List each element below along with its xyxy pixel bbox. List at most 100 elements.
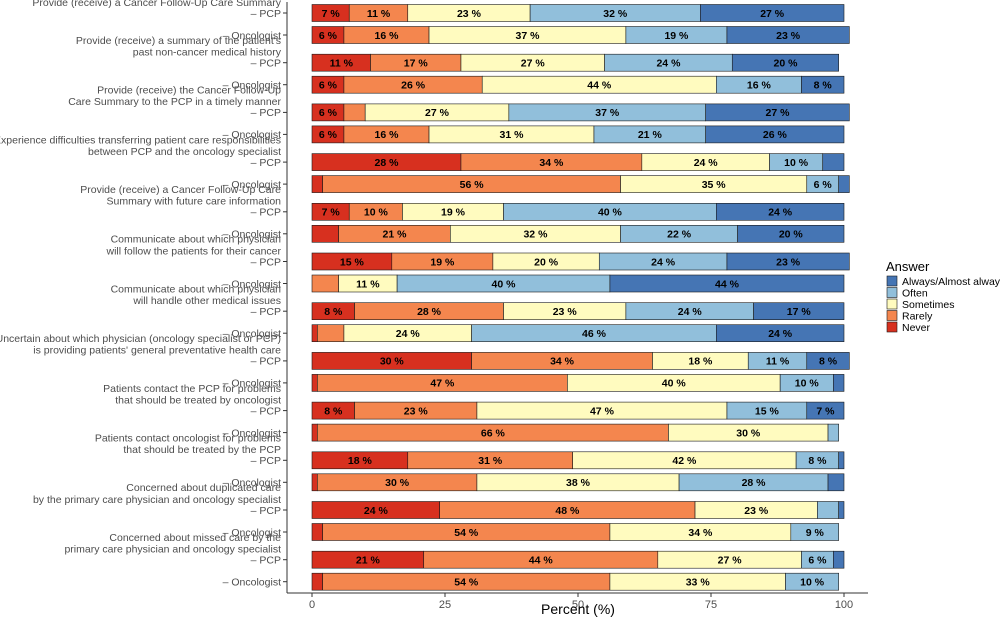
- segment-value-label: 42 %: [672, 455, 697, 467]
- segment-value-label: 40 %: [598, 207, 623, 219]
- segment-value-label: 24 %: [768, 328, 793, 340]
- question-label: by the primary care physician and oncolo…: [33, 494, 281, 506]
- bar-segment-rarely: [311, 274, 339, 293]
- segment-value-label: 27 %: [766, 107, 791, 119]
- segment-value-label: 10 %: [800, 577, 825, 589]
- segment-value-label: 24 %: [656, 58, 681, 70]
- segment-value-label: 32 %: [603, 8, 628, 20]
- bar-segment-rarely: [343, 103, 366, 122]
- x-tick-label: 100: [835, 599, 853, 611]
- segment-value-label: 16 %: [375, 129, 400, 141]
- segment-value-label: 31 %: [500, 129, 525, 141]
- bar-segment-never: [311, 572, 323, 591]
- bar-segment-often: [817, 501, 839, 519]
- segment-value-label: 46 %: [582, 328, 607, 340]
- bar-segment-always-almost-always: [705, 125, 845, 144]
- segment-value-label: 47 %: [590, 405, 615, 417]
- legend-entry-label: Rarely: [902, 311, 933, 323]
- segment-value-label: 19 %: [441, 207, 466, 219]
- segment-value-label: 6 %: [808, 555, 827, 567]
- segment-value-label: 23 %: [776, 256, 801, 268]
- segment-value-label: 22 %: [667, 229, 692, 241]
- question-label: will handle other medical issues: [132, 295, 281, 307]
- question-label: between PCP and the oncology specialist: [88, 146, 281, 158]
- bar-segment-often: [827, 423, 839, 442]
- segment-value-label: 28 %: [375, 157, 400, 169]
- segment-value-label: 34 %: [550, 356, 575, 368]
- segment-value-label: 23 %: [553, 306, 578, 318]
- segment-value-label: 33 %: [686, 577, 711, 589]
- respondent-label-oncologist: – Oncologist: [223, 129, 281, 141]
- segment-value-label: 9 %: [806, 527, 825, 539]
- segment-value-label: 16 %: [375, 30, 400, 42]
- segment-value-label: 18 %: [348, 455, 373, 467]
- respondent-label-pcp: – PCP: [251, 455, 281, 467]
- segment-value-label: 10 %: [795, 378, 820, 390]
- bar-segment-never: [311, 423, 318, 442]
- question-label: that should be treated by the PCP: [123, 444, 281, 456]
- segment-value-label: 15 %: [340, 256, 365, 268]
- segment-value-label: 44 %: [587, 80, 612, 92]
- respondent-label-pcp: – PCP: [251, 405, 281, 417]
- respondent-label-oncologist: – Oncologist: [223, 577, 281, 589]
- bar-segment-always-almost-always: [716, 324, 845, 343]
- respondent-label-oncologist: – Oncologist: [223, 527, 281, 539]
- x-tick-label: 75: [705, 599, 717, 611]
- respondent-label-pcp: – PCP: [251, 8, 281, 20]
- bar-segment-always-almost-always: [833, 374, 845, 392]
- segment-value-label: 24 %: [396, 328, 421, 340]
- segment-value-label: 8 %: [808, 455, 827, 467]
- segment-value-label: 34 %: [539, 157, 564, 169]
- segment-value-label: 44 %: [715, 278, 740, 290]
- segment-value-label: 7 %: [322, 8, 341, 20]
- respondent-label-pcp: – PCP: [251, 157, 281, 169]
- question-label: Provide (receive) a Cancer Follow-Up Car…: [32, 0, 281, 9]
- segment-value-label: 26 %: [401, 80, 426, 92]
- bar-segment-always-almost-always: [838, 451, 845, 470]
- question-label: Communicate about which physician: [111, 283, 282, 295]
- bar-segment-always-almost-always: [726, 26, 850, 44]
- segment-value-label: 37 %: [595, 107, 620, 119]
- segment-value-label: 6 %: [319, 30, 338, 42]
- x-tick-label: 0: [309, 599, 315, 611]
- segment-value-label: 6 %: [319, 107, 338, 119]
- respondent-label-oncologist: – Oncologist: [223, 229, 281, 241]
- segment-value-label: 16 %: [747, 80, 772, 92]
- segment-value-label: 20 %: [774, 58, 799, 70]
- segment-value-label: 23 %: [744, 505, 769, 517]
- segment-value-label: 21 %: [638, 129, 663, 141]
- segment-value-label: 47 %: [430, 378, 455, 390]
- segment-value-label: 6 %: [319, 129, 338, 141]
- segment-value-label: 54 %: [454, 577, 479, 589]
- bar-segment-never: [311, 374, 318, 392]
- segment-value-label: 17 %: [404, 58, 429, 70]
- legend-entry-label: Often: [902, 288, 928, 300]
- segment-value-label: 27 %: [760, 8, 785, 20]
- segment-value-label: 56 %: [460, 179, 485, 191]
- legend-entry-label: Never: [902, 322, 931, 334]
- segment-value-label: 7 %: [816, 405, 835, 417]
- bar-segment-always-almost-always: [731, 53, 839, 72]
- segment-value-label: 20 %: [534, 256, 559, 268]
- segment-value-label: 30 %: [385, 477, 410, 489]
- segment-value-label: 24 %: [768, 207, 793, 219]
- segment-value-label: 17 %: [787, 306, 812, 318]
- bars-layer: 7 % 11 % 23 % 32 % 27 % 6 % 16 % 37 % 19 % 23 % 11…: [311, 4, 850, 591]
- respondent-label-oncologist: – Oncologist: [223, 378, 281, 390]
- segment-value-label: 20 %: [779, 229, 804, 241]
- question-label: that should be treated by oncologist: [115, 394, 281, 406]
- segment-value-label: 6 %: [319, 80, 338, 92]
- respondent-label-oncologist: – Oncologist: [223, 427, 281, 439]
- respondent-label-pcp: – PCP: [251, 207, 281, 219]
- legend: Answer Always/Almost alwaysOftenSometime…: [886, 259, 1000, 334]
- segment-value-label: 31 %: [478, 455, 503, 467]
- legend-entry-label: Always/Almost always: [902, 276, 1000, 288]
- x-axis: 0 25 50 75 100: [287, 592, 868, 611]
- segment-value-label: 10 %: [364, 207, 389, 219]
- respondent-label-pcp: – PCP: [251, 555, 281, 567]
- bar-segment-always-almost-always: [705, 103, 850, 122]
- segment-value-label: 35 %: [702, 179, 727, 191]
- segment-value-label: 27 %: [425, 107, 450, 119]
- legend-swatch-often: [886, 287, 898, 298]
